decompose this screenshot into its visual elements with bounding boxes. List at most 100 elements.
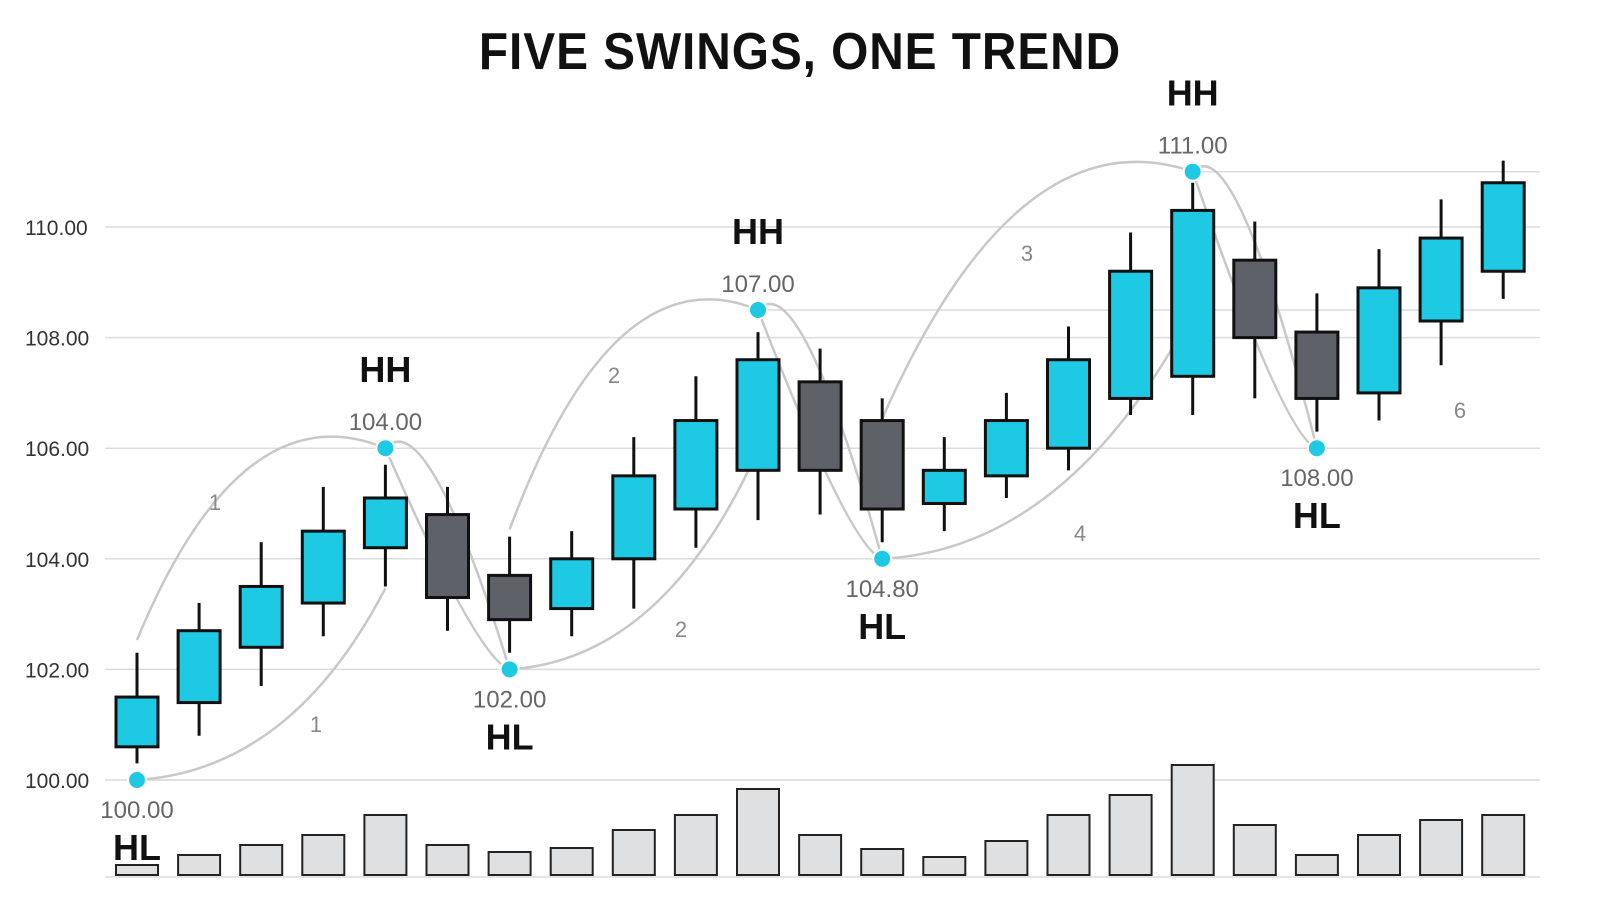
swing-point xyxy=(127,770,147,790)
candle-body xyxy=(176,629,222,705)
candle xyxy=(114,652,160,764)
candle xyxy=(1418,199,1464,366)
volume-bar xyxy=(1232,824,1277,876)
candle xyxy=(1294,293,1340,432)
candle-body xyxy=(859,419,905,511)
candle xyxy=(611,437,657,609)
swing-point xyxy=(872,548,893,569)
swing-price-label: 102.00 xyxy=(473,686,546,713)
swing-tag: HL xyxy=(858,606,906,647)
candle xyxy=(859,398,905,543)
swing-arc xyxy=(508,298,759,530)
leg-label: 2 xyxy=(608,363,620,388)
y-axis: 100.00 102.00 104.00 106.00 108.00 110.00 xyxy=(25,217,89,793)
swing-point xyxy=(499,659,520,680)
leg-label: 2 xyxy=(675,617,687,642)
candle xyxy=(425,486,470,631)
candle-body xyxy=(300,529,346,605)
volume-bar xyxy=(425,844,470,876)
candle-body xyxy=(1356,286,1402,395)
swing-tag: HH xyxy=(1167,73,1219,114)
y-tick-label: 106.00 xyxy=(25,438,89,461)
swing-point xyxy=(375,438,396,459)
swing-price-label: 100.00 xyxy=(100,797,173,824)
candle xyxy=(1170,182,1216,416)
swing-tag: HL xyxy=(113,827,161,868)
volume-bar xyxy=(549,847,594,876)
y-tick-label: 110.00 xyxy=(25,217,88,240)
candle xyxy=(673,376,719,548)
swing-price-label: 107.00 xyxy=(721,271,794,298)
candle xyxy=(300,486,346,637)
candle-body xyxy=(238,584,284,649)
swing-arc xyxy=(1191,171,1318,450)
swing-point xyxy=(1306,438,1327,459)
swing-arc xyxy=(136,587,387,782)
candle xyxy=(549,531,595,637)
candle-body xyxy=(673,419,719,511)
volume-bar xyxy=(611,829,656,876)
volume-bar xyxy=(1046,814,1091,876)
candle-body xyxy=(487,573,533,622)
swing-tag: HH xyxy=(732,211,784,252)
candle-body xyxy=(1046,358,1091,450)
swing-arc xyxy=(509,449,760,671)
candle xyxy=(362,464,408,587)
candle xyxy=(176,603,222,736)
leg-label: 3 xyxy=(1021,241,1033,266)
y-tick-label: 102.00 xyxy=(25,659,89,682)
swing-arc xyxy=(135,435,386,641)
swing-points: 100.00 HL HH 104.00 102.00 HL HH 107.00 104.80 HL… xyxy=(100,73,1353,868)
volume-bar xyxy=(1170,764,1215,876)
volume-bar xyxy=(673,814,718,876)
volume-bars xyxy=(115,764,1526,876)
candle-body xyxy=(1480,181,1526,273)
candle-body xyxy=(549,557,595,611)
y-tick-label: 104.00 xyxy=(25,549,89,572)
leg-label: 6 xyxy=(1454,398,1466,423)
candle-body xyxy=(921,468,967,506)
candle-body xyxy=(425,513,470,600)
volume-bar xyxy=(487,851,532,876)
volume-bar xyxy=(736,788,780,876)
swing-tag: HH xyxy=(359,349,411,390)
candle xyxy=(1480,160,1526,299)
volume-bar xyxy=(1481,814,1526,876)
candle xyxy=(487,536,533,653)
candle xyxy=(983,392,1029,498)
volume-bar xyxy=(301,834,346,876)
leg-label: 4 xyxy=(1074,521,1086,546)
candle-body xyxy=(1232,258,1278,340)
swing-tag: HL xyxy=(1293,495,1341,536)
candle-body xyxy=(1108,269,1154,400)
candle-body xyxy=(1418,236,1464,323)
volume-bar xyxy=(1419,819,1464,876)
leg-label: 1 xyxy=(310,712,322,737)
volume-bar xyxy=(363,814,408,876)
swing-price-label: 104.00 xyxy=(349,409,422,436)
candle-body xyxy=(114,695,160,749)
leg-label: 1 xyxy=(209,490,221,515)
candle-body xyxy=(735,358,781,472)
swing-price-label: 108.00 xyxy=(1280,465,1353,492)
candle xyxy=(238,542,284,686)
swing-arc xyxy=(882,311,1194,561)
volume-bar xyxy=(177,854,222,876)
candle-body xyxy=(983,419,1029,478)
volume-bar xyxy=(798,834,843,876)
candles xyxy=(114,160,1526,764)
volume-bar xyxy=(860,848,905,876)
candle-body xyxy=(797,380,843,472)
candle xyxy=(1232,221,1278,399)
y-tick-label: 108.00 xyxy=(25,328,89,351)
candle-body xyxy=(1294,330,1340,400)
swing-point xyxy=(1182,161,1203,182)
volume-bar xyxy=(239,844,284,876)
volume-bar xyxy=(1108,794,1153,876)
swing-price-label: 104.80 xyxy=(845,576,918,603)
swing-price-label: 111.00 xyxy=(1158,133,1228,160)
candle xyxy=(1046,326,1091,471)
candle xyxy=(921,437,967,532)
